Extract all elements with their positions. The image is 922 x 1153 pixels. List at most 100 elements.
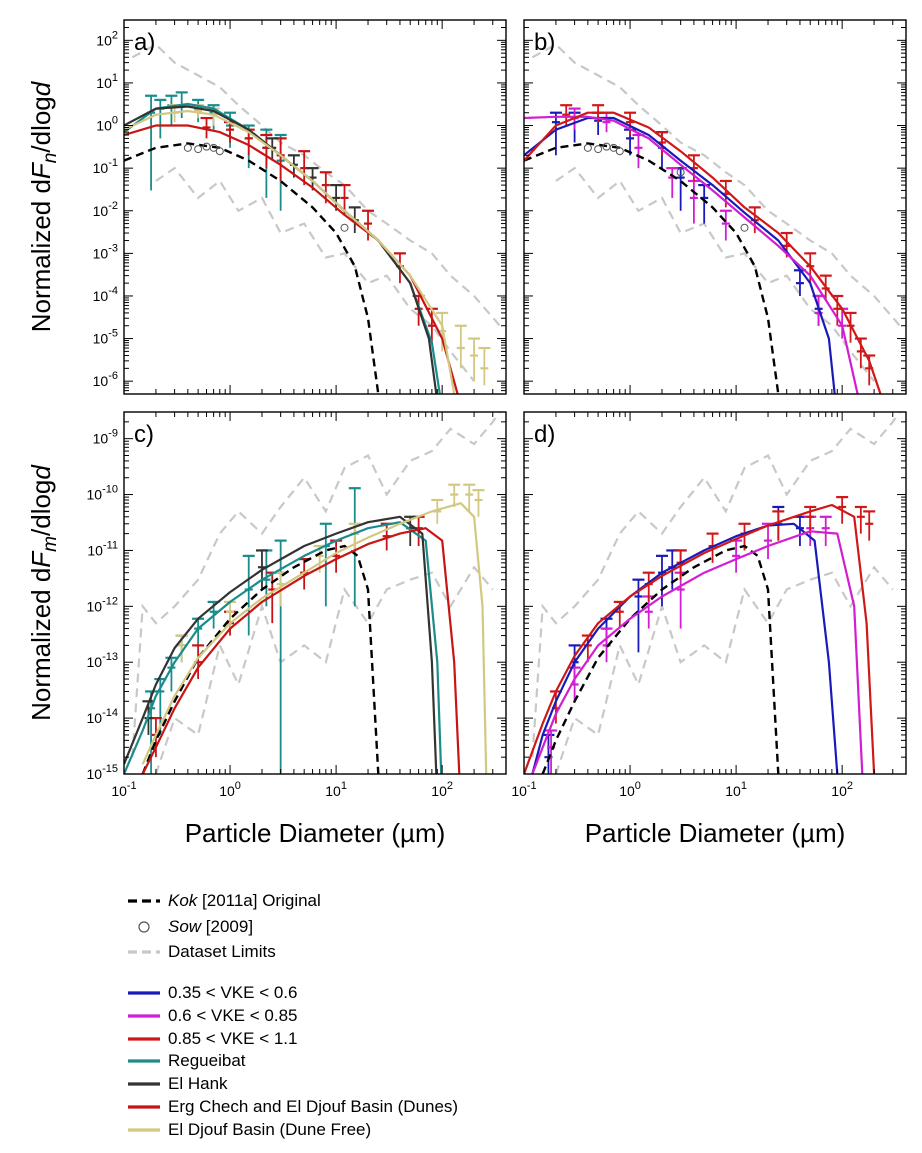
legend-label: 0.35 < VKE < 0.6	[168, 983, 297, 1002]
x-axis-title-left: Particle Diameter (µm)	[185, 818, 446, 848]
y-tick-label: 10-14	[87, 707, 118, 726]
sow-point	[609, 143, 618, 152]
panel-label: b)	[534, 29, 555, 56]
legend: Kok [2011a] Original Sow [2009] Dataset Li…	[128, 891, 458, 1139]
error-bar	[165, 94, 178, 126]
legend-label: El Djouf Basin (Dune Free)	[168, 1120, 371, 1139]
dataset-limit-line	[131, 43, 501, 327]
legend-label: Regueibat	[168, 1051, 246, 1070]
dataset-limit-line	[554, 565, 894, 774]
error-bar	[674, 571, 687, 629]
panel-label: a)	[134, 29, 155, 56]
dataset-limit-line	[531, 412, 901, 758]
legend-item: Regueibat	[128, 1051, 246, 1070]
panel-a: 102 101 100 10-1 10-2 10-3 10-4 10-5 10-6 a)	[93, 19, 507, 395]
error-bar	[719, 209, 732, 241]
error-bar	[448, 483, 461, 507]
sow-point	[215, 147, 224, 156]
sow-point	[594, 145, 603, 154]
series-line	[531, 522, 839, 774]
error-bar	[762, 522, 775, 560]
series-line	[141, 502, 488, 774]
x-tick-label: 100	[619, 780, 641, 799]
error-bar	[666, 167, 679, 198]
sow-point	[583, 143, 592, 152]
sow-point	[183, 143, 192, 152]
y-tick-label: 102	[96, 29, 118, 48]
error-bar	[478, 346, 491, 386]
panel-d: 10-1 100 101 102 d)	[511, 411, 907, 799]
series-line	[524, 503, 876, 774]
series-line	[141, 527, 461, 774]
legend-label: Dataset Limits	[168, 942, 276, 961]
error-bar	[242, 554, 255, 636]
y-tick-label: 100	[96, 115, 118, 134]
error-bar	[863, 510, 876, 541]
error-bar	[674, 167, 687, 211]
legend-item: El Djouf Basin (Dune Free)	[128, 1120, 371, 1139]
y-tick-label: 10-6	[93, 370, 118, 389]
error-bar	[624, 111, 637, 135]
error-bar	[819, 515, 832, 547]
series-line	[524, 111, 882, 394]
x-tick-label: 102	[431, 780, 453, 799]
y-tick-label: 10-13	[87, 651, 118, 670]
error-bar	[362, 209, 375, 241]
legend-item: 0.85 < VKE < 1.1	[128, 1029, 297, 1048]
series-line	[531, 530, 864, 774]
y-tick-label: 10-12	[87, 595, 118, 614]
plot-frame	[123, 19, 507, 395]
y-tick-label: 10-3	[93, 242, 118, 261]
legend-marker	[138, 921, 150, 933]
legend-item: Erg Chech and El Djouf Basin (Dunes)	[128, 1097, 458, 1116]
legend-label: Kok [2011a] Original	[168, 891, 321, 910]
sow-point	[340, 223, 349, 232]
y-tick-label: 10-2	[93, 200, 118, 219]
sow-point	[740, 223, 749, 232]
plot-frame	[523, 19, 907, 395]
series-line	[524, 115, 859, 394]
x-tick-label: 100	[219, 780, 241, 799]
x-axis-title-right: Particle Diameter (µm)	[585, 818, 846, 848]
dataset-limit-line	[531, 43, 901, 327]
x-tick-label: 102	[831, 780, 853, 799]
legend-item: 0.6 < VKE < 0.85	[128, 1006, 297, 1025]
panel-label: c)	[134, 421, 154, 448]
legend-item: El Hank	[128, 1074, 228, 1093]
series-line	[524, 116, 836, 394]
error-bar	[698, 184, 711, 224]
sow-point	[209, 143, 218, 152]
y-tick-label: 10-15	[87, 763, 118, 782]
error-bar	[154, 98, 167, 139]
legend-label: Sow [2009]	[168, 917, 253, 936]
y-tick-label: 10-11	[87, 539, 118, 558]
y-tick-label: 10-4	[93, 285, 118, 304]
dataset-limit-line	[154, 565, 494, 774]
legend-label: Erg Chech and El Djouf Basin (Dunes)	[168, 1097, 458, 1116]
y-tick-label: 101	[96, 72, 118, 91]
series-line	[124, 109, 456, 394]
error-bar	[854, 505, 867, 534]
legend-item: Dataset Limits	[128, 942, 276, 961]
error-bar	[687, 179, 700, 224]
error-bar	[549, 111, 562, 156]
legend-label: El Hank	[168, 1074, 228, 1093]
y-tick-label: 10-9	[93, 428, 118, 447]
legend-item: Kok [2011a] Original	[128, 891, 321, 910]
error-bar	[472, 489, 485, 517]
series-line	[124, 521, 443, 774]
x-tick-label: 101	[325, 780, 347, 799]
legend-item: 0.35 < VKE < 0.6	[128, 983, 297, 1002]
series-line	[124, 102, 441, 394]
panel-label: d)	[534, 421, 555, 448]
dataset-limit-line	[131, 412, 501, 758]
y-axis-title-top: Normalized dFn/dlogd	[26, 80, 61, 332]
error-bar	[200, 116, 213, 139]
x-tick-label: 10-1	[511, 780, 536, 799]
y-tick-label: 10-5	[93, 328, 118, 347]
error-bar	[632, 133, 645, 169]
sow-point	[194, 145, 203, 154]
y-tick-label: 10-10	[87, 484, 118, 503]
legend-label: 0.85 < VKE < 1.1	[168, 1029, 297, 1048]
